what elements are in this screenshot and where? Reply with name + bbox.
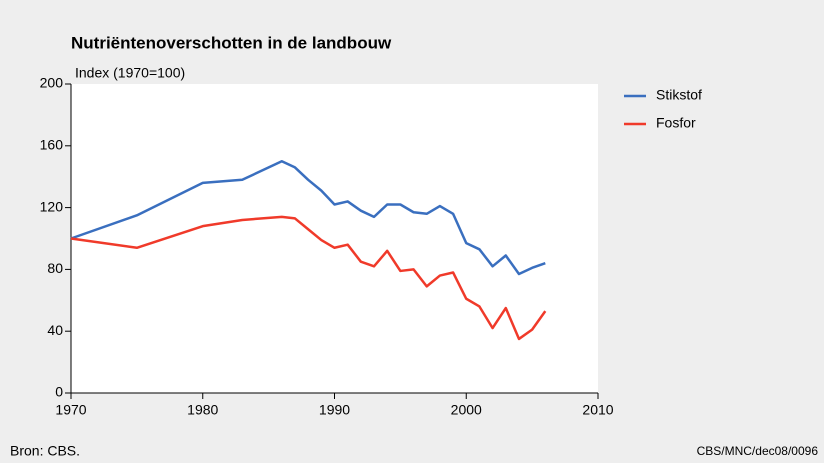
- y-axis-label: Index (1970=100): [75, 65, 185, 81]
- plot-area: [71, 84, 598, 393]
- series-line: [70, 160, 546, 276]
- y-tick-label: 200: [40, 75, 64, 91]
- x-tick-label: 2000: [451, 402, 482, 418]
- chart-title: Nutriëntenoverschotten in de landbouw: [71, 33, 392, 52]
- x-tick-label: 2010: [582, 402, 613, 418]
- y-tick-label: 0: [55, 384, 63, 400]
- code: CBS/MNC/dec08/0096: [697, 444, 819, 458]
- source: Bron: CBS.: [10, 443, 80, 459]
- y-tick-label: 120: [40, 198, 64, 214]
- legend-label: Stikstof: [656, 87, 702, 103]
- x-tick-label: 1990: [319, 402, 350, 418]
- y-tick-label: 40: [47, 322, 63, 338]
- legend-label: Fosfor: [656, 115, 696, 131]
- y-tick-label: 80: [47, 260, 63, 276]
- y-tick-label: 160: [40, 137, 64, 153]
- x-tick-label: 1980: [187, 402, 218, 418]
- series-line: [70, 215, 547, 341]
- x-tick-label: 1970: [55, 402, 86, 418]
